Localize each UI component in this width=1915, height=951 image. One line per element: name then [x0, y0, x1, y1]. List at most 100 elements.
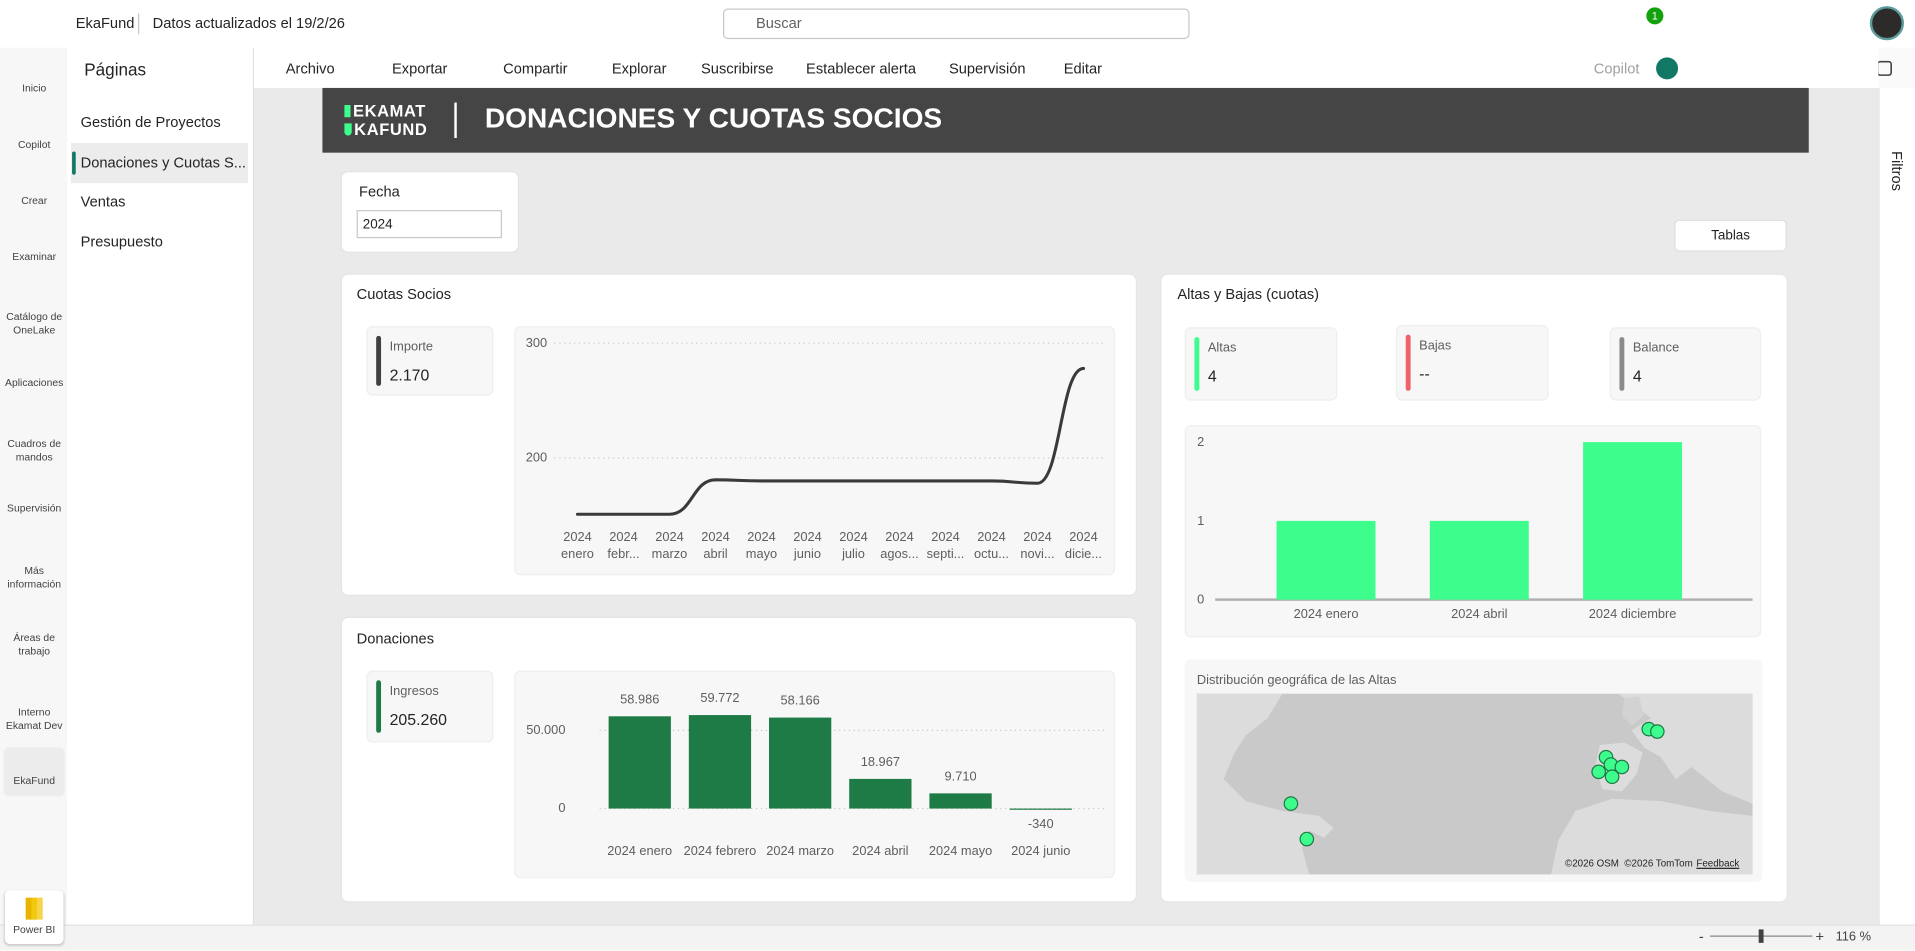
x-tick-label: 2024 enero — [561, 530, 594, 562]
nav-item[interactable]: Copilot — [18, 138, 51, 151]
y-tick-label: 300 — [525, 335, 548, 351]
toolbar-button[interactable]: Editar — [1063, 59, 1103, 77]
y-tick-label: 0 — [558, 801, 566, 816]
zoom-in[interactable]: + — [1815, 928, 1825, 946]
data-label: 9.710 — [944, 768, 977, 784]
logo-mark — [344, 123, 352, 136]
filter-label: Fecha — [359, 183, 400, 201]
copilot-button[interactable]: Copilot — [1593, 59, 1640, 77]
page-tab[interactable]: Gestión de Proyectos — [80, 113, 221, 131]
data-label: 18.967 — [860, 754, 900, 770]
x-tick-label: 2024 marzo — [766, 843, 835, 859]
search-box[interactable] — [723, 8, 1190, 40]
x-tick-label: 2024 enero — [1293, 606, 1359, 622]
data-updated[interactable]: Datos actualizados el 19/2/26 — [152, 14, 345, 32]
logo-mark — [344, 105, 351, 118]
zoom-level: 116 % — [1835, 929, 1872, 945]
nav-item[interactable]: Examinar — [12, 250, 57, 263]
product-name: Power BI — [13, 923, 56, 936]
kpi-value: 4 — [1207, 367, 1217, 386]
kpi-value: 4 — [1632, 367, 1642, 386]
bar — [688, 715, 752, 809]
refresh-badge[interactable] — [1656, 57, 1679, 80]
map-point — [1649, 724, 1665, 739]
nav-item[interactable]: Inicio — [22, 81, 47, 95]
kpi-value: -- — [1419, 364, 1430, 383]
x-tick-label: 2024 diciembre — [1588, 606, 1677, 622]
report-title: DONACIONES Y CUOTAS SOCIOS — [484, 101, 943, 134]
logo-line: KAFUND — [354, 120, 428, 139]
map — [1196, 693, 1753, 875]
filters-pane — [1878, 87, 1915, 925]
filters-pane-label[interactable]: Filtros — [1888, 151, 1906, 191]
toolbar-button[interactable]: Suscribirse — [701, 59, 774, 77]
bar — [1009, 808, 1072, 810]
filter-dropdown[interactable] — [356, 210, 502, 239]
data-label: -340 — [1027, 817, 1054, 833]
kpi-card — [1395, 324, 1549, 401]
x-tick-label: 2024 septi... — [926, 530, 965, 562]
separator — [138, 13, 140, 35]
badge — [1646, 7, 1664, 25]
zoom-out[interactable]: - — [1698, 928, 1704, 946]
kpi-value: 2.170 — [389, 365, 430, 385]
map-attribution: ©2026 OSM ©2026 TomTom — [1565, 857, 1693, 869]
kpi-accent — [1619, 337, 1625, 391]
page-selected — [70, 142, 248, 183]
kpi-accent — [376, 335, 382, 386]
powerbi-logo — [25, 897, 43, 920]
toolbar-button[interactable]: Compartir — [503, 59, 568, 77]
nav-item[interactable]: Crear — [21, 194, 48, 207]
notification-count: 1 — [1651, 9, 1658, 22]
map-land — [1621, 696, 1644, 726]
card-title: Donaciones — [356, 630, 435, 648]
nav-item[interactable]: Catálogo de OneLake — [6, 310, 63, 336]
app-name[interactable]: EkaFund — [75, 14, 135, 32]
toolbar-button[interactable]: Establecer alerta — [806, 59, 917, 77]
pages-title: Páginas — [84, 59, 147, 80]
page-tab[interactable]: Ventas — [80, 193, 126, 211]
bar — [1583, 442, 1683, 600]
map-point — [1604, 769, 1620, 785]
map-points — [1283, 721, 1665, 847]
nav-item[interactable]: Cuadros de mandos — [7, 437, 62, 463]
report-header — [322, 87, 1809, 153]
bar — [929, 793, 992, 809]
nav-selected — [3, 747, 65, 797]
page-tab[interactable]: Donaciones y Cuotas S... — [80, 153, 246, 171]
nav-item[interactable]: Aplicaciones — [5, 376, 64, 389]
nav-item[interactable]: EkaFund — [13, 774, 55, 787]
x-tick-label: 2024 agos... — [880, 530, 919, 562]
kpi-label: Altas — [1207, 340, 1237, 356]
map-point — [1614, 759, 1630, 775]
pages-panel — [67, 47, 255, 925]
nav-item[interactable]: Más información — [7, 564, 62, 590]
x-tick-label: 2024 abril — [1451, 606, 1508, 622]
x-tick-label: 2024 marzo — [651, 530, 688, 562]
toolbar-button[interactable]: Supervisión — [948, 59, 1026, 77]
logo-line: EKAMAT — [352, 101, 426, 121]
zoom-thumb — [1758, 929, 1764, 943]
toolbar-button[interactable]: Exportar — [392, 59, 448, 77]
tables-button-label[interactable]: Tablas — [1711, 228, 1750, 244]
kpi-value: 205.260 — [389, 710, 447, 729]
x-tick-label: 2024 dicie... — [1064, 530, 1103, 562]
bar — [769, 717, 832, 809]
toolbar-button[interactable]: Archivo — [285, 59, 335, 77]
nav-item[interactable]: Áreas de trabajo — [13, 631, 55, 657]
map-feedback[interactable]: Feedback — [1696, 857, 1740, 869]
tables-button[interactable] — [1674, 219, 1787, 252]
toolbar-button[interactable]: Explorar — [611, 59, 667, 77]
nav-item[interactable]: Interno Ekamat Dev — [5, 705, 63, 731]
data-label: 58.986 — [620, 691, 660, 707]
chart-area — [514, 326, 1116, 576]
page-tab[interactable]: Presupuesto — [80, 233, 163, 251]
x-tick-label: 2024 abril — [701, 530, 730, 562]
y-tick-label: 2 — [1197, 434, 1205, 450]
chart — [1215, 442, 1753, 601]
avatar[interactable] — [1869, 6, 1905, 41]
map-point — [1299, 831, 1315, 847]
nav-item[interactable]: Supervisión — [7, 501, 62, 515]
kpi-label: Ingresos — [389, 683, 439, 699]
